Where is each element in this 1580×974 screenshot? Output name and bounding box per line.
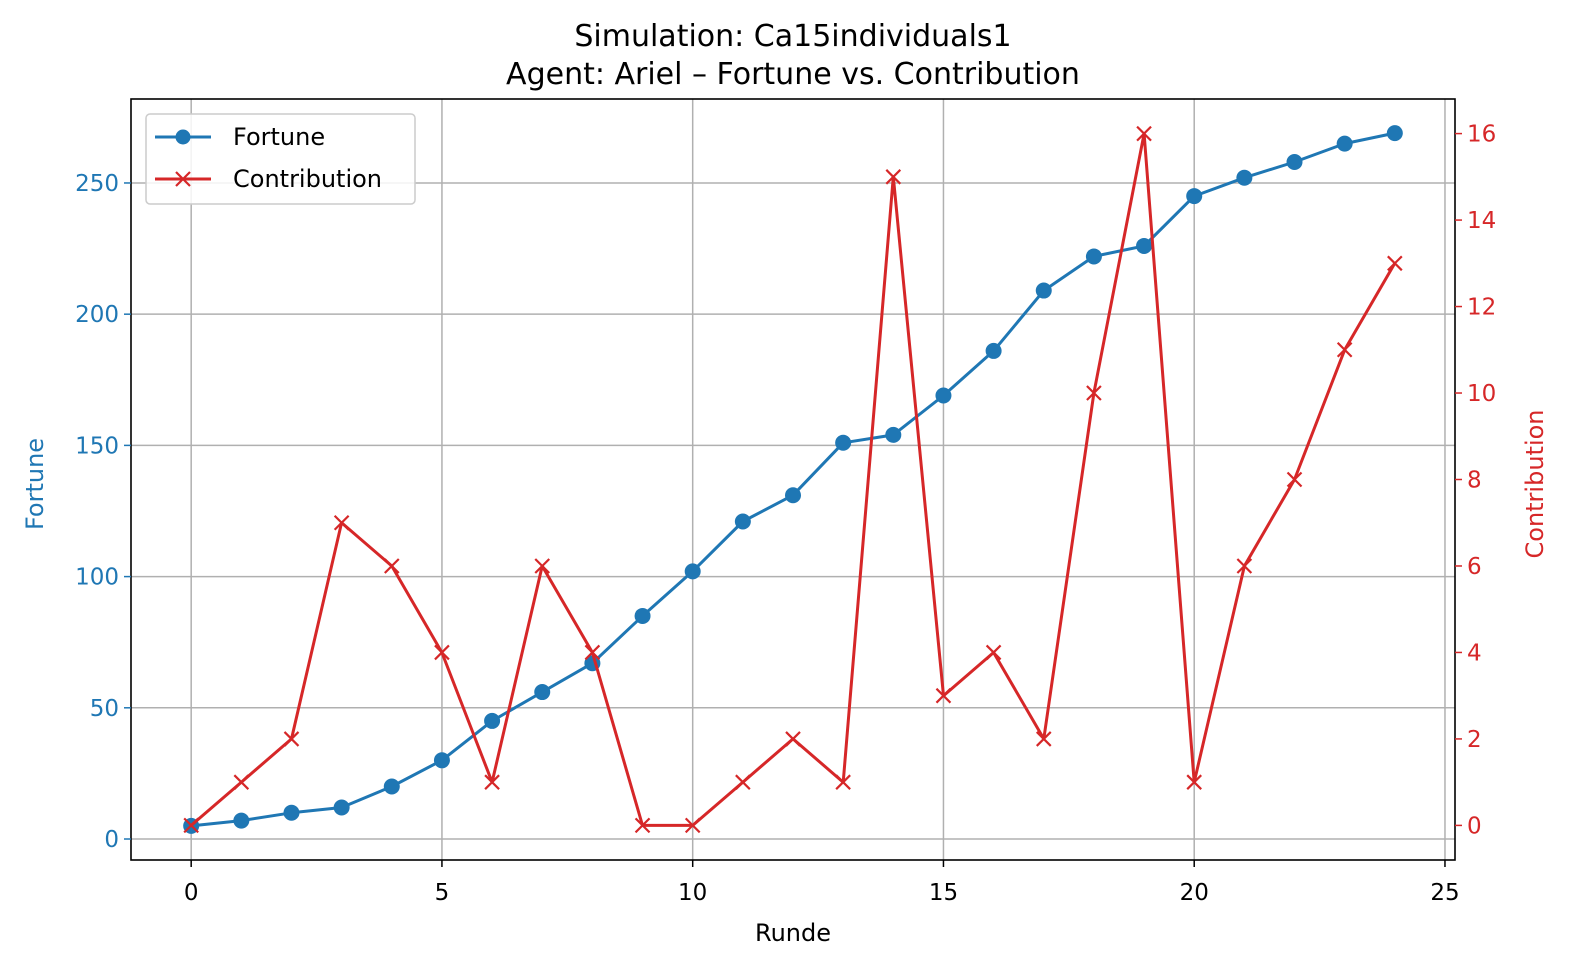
contribution-point bbox=[985, 644, 1002, 661]
contribution-point bbox=[384, 558, 400, 574]
contribution-point bbox=[735, 774, 751, 790]
contribution-point bbox=[1387, 255, 1403, 272]
grid bbox=[131, 99, 1455, 860]
fortune-point bbox=[734, 513, 751, 530]
fortune-point bbox=[283, 804, 300, 821]
y-tick-label-right: 10 bbox=[1467, 381, 1496, 407]
fortune-point bbox=[1136, 237, 1153, 254]
y-tick-label-left: 200 bbox=[75, 302, 119, 328]
contribution-point bbox=[935, 687, 952, 704]
fortune-point bbox=[1085, 248, 1102, 265]
contribution-point bbox=[1086, 385, 1102, 401]
fortune-point bbox=[885, 426, 902, 443]
x-tick-label: 5 bbox=[435, 880, 450, 906]
fortune-point bbox=[1386, 125, 1403, 142]
legend: Fortune Contribution bbox=[145, 113, 416, 205]
y-tick-label-left: 100 bbox=[75, 565, 119, 591]
contribution-point bbox=[684, 817, 701, 834]
y-tick-label-right: 16 bbox=[1467, 122, 1496, 148]
chart-title: Simulation: Ca15individuals1 bbox=[574, 19, 1011, 54]
y-axis-label-right: Contribution bbox=[1521, 409, 1549, 558]
fortune-point bbox=[534, 684, 551, 701]
series-layer bbox=[183, 125, 1403, 834]
x-tick-label: 0 bbox=[184, 880, 199, 906]
contribution-point bbox=[283, 731, 300, 747]
x-axis-label: Runde bbox=[755, 919, 831, 947]
contribution-point bbox=[1236, 558, 1253, 574]
fortune-point bbox=[1336, 135, 1353, 152]
fortune-point bbox=[484, 712, 501, 729]
contribution-point bbox=[1035, 731, 1052, 747]
fortune-point bbox=[1236, 169, 1253, 186]
contribution-point bbox=[1336, 342, 1353, 358]
y-tick-label-left: 250 bbox=[75, 171, 119, 197]
contribution-point bbox=[634, 817, 651, 834]
fortune-point bbox=[935, 387, 952, 404]
fortune-point bbox=[383, 778, 400, 795]
chart-subtitle: Agent: Ariel – Fortune vs. Contribution bbox=[506, 57, 1080, 92]
contribution-point bbox=[1136, 125, 1152, 142]
contribution-point bbox=[885, 169, 902, 185]
fortune-point bbox=[634, 607, 651, 624]
y-tick-label-right: 6 bbox=[1467, 554, 1482, 580]
contribution-point bbox=[1286, 471, 1303, 488]
y-tick-label-right: 14 bbox=[1467, 208, 1496, 234]
contribution-point bbox=[183, 817, 199, 834]
legend-fortune-marker bbox=[175, 129, 191, 145]
legend-box bbox=[145, 113, 416, 205]
legend-contribution-marker bbox=[175, 171, 191, 187]
fortune-point bbox=[835, 434, 852, 451]
contribution-point bbox=[1186, 774, 1202, 790]
fortune-point bbox=[1035, 282, 1052, 299]
fortune-point bbox=[785, 487, 801, 504]
y-tick-label-left: 50 bbox=[90, 696, 119, 722]
legend-label-contribution: Contribution bbox=[233, 165, 382, 193]
fortune-point bbox=[1286, 153, 1303, 170]
y-tick-label-right: 2 bbox=[1467, 727, 1482, 753]
contribution-point bbox=[835, 774, 851, 790]
x-tick-label: 20 bbox=[1180, 880, 1209, 906]
contribution-point bbox=[434, 644, 450, 661]
x-tick-label: 10 bbox=[678, 880, 707, 906]
x-tick-label: 25 bbox=[1430, 880, 1459, 906]
y-tick-label-left: 150 bbox=[75, 433, 119, 459]
y-tick-label-left: 0 bbox=[104, 827, 119, 853]
fortune-point bbox=[233, 812, 250, 829]
y-axis-label-left: Fortune bbox=[21, 438, 49, 530]
fortune-point bbox=[684, 563, 701, 580]
x-tick-label: 15 bbox=[929, 880, 958, 906]
fortune-point bbox=[333, 799, 350, 816]
contribution-point bbox=[534, 558, 551, 574]
contribution-point bbox=[233, 774, 250, 790]
contribution-point bbox=[484, 774, 500, 790]
y-tick-label-right: 8 bbox=[1467, 468, 1482, 494]
fortune-point bbox=[433, 752, 450, 769]
y-tick-label-right: 12 bbox=[1467, 295, 1496, 321]
legend-label-fortune: Fortune bbox=[233, 123, 325, 151]
contribution-point bbox=[584, 644, 601, 661]
fortune-point bbox=[985, 342, 1002, 359]
y-tick-label-right: 0 bbox=[1467, 813, 1482, 839]
contribution-point bbox=[785, 731, 801, 747]
contribution-point bbox=[333, 514, 350, 531]
y-tick-label-right: 4 bbox=[1467, 640, 1482, 666]
fortune-point bbox=[1186, 188, 1203, 205]
